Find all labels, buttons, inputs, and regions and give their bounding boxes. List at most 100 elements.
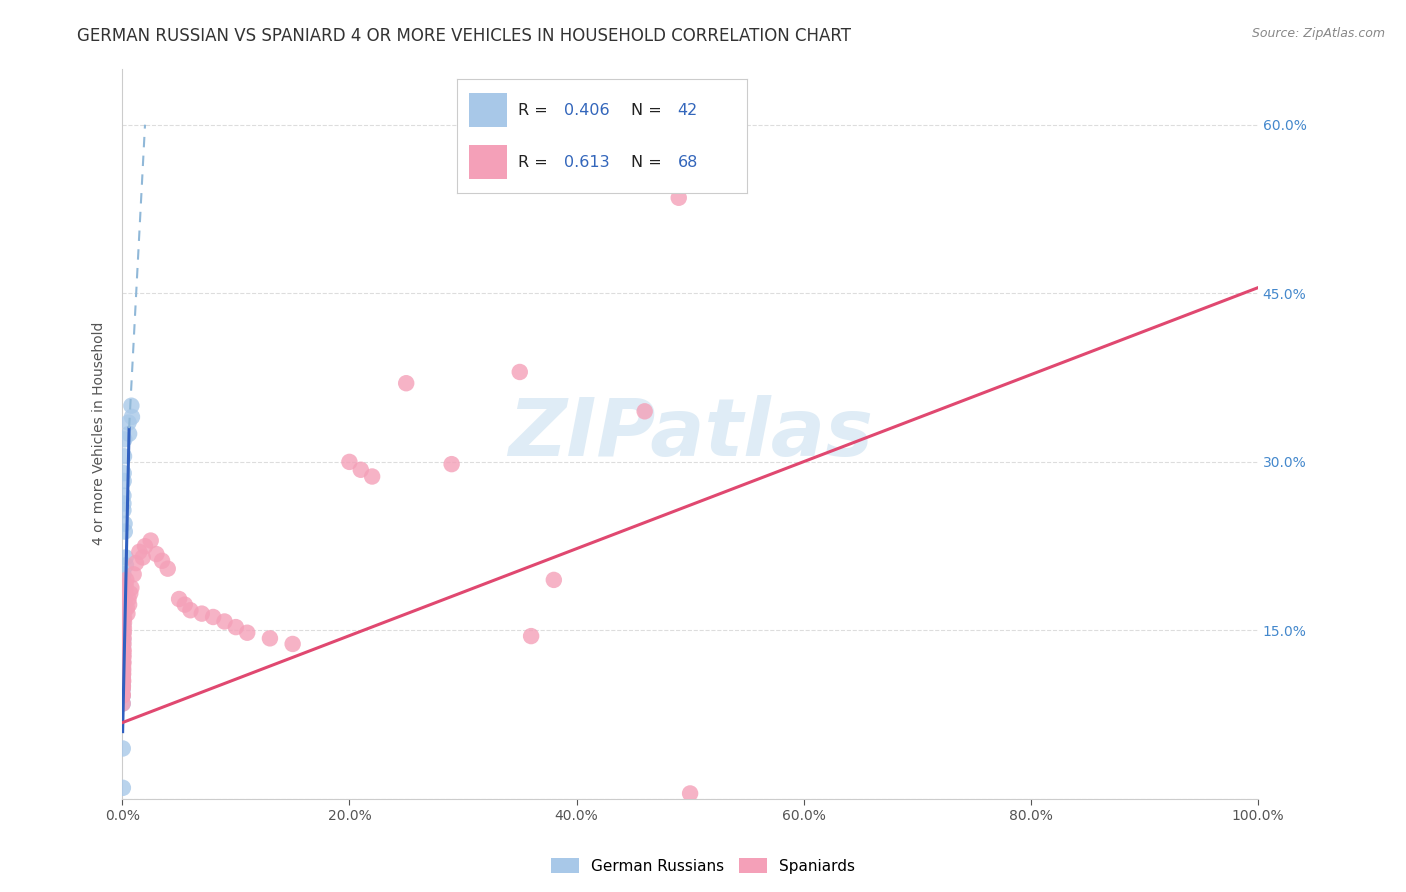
Point (111, 671, 134, 685)
Point (112, 433, 135, 447)
Point (125, 556, 148, 570)
Point (132, 550, 155, 565)
Point (112, 655, 135, 669)
Point (112, 607, 135, 621)
Point (112, 615, 135, 630)
Point (111, 679, 134, 693)
Point (112, 625, 135, 640)
Point (112, 489, 135, 503)
Y-axis label: 4 or more Vehicles in Household: 4 or more Vehicles in Household (93, 322, 107, 546)
Point (111, 697, 134, 711)
Point (350, 463, 373, 477)
Point (112, 632, 135, 646)
Point (114, 598, 136, 612)
Point (173, 598, 195, 612)
Point (112, 637, 135, 651)
Point (114, 516, 136, 531)
Point (112, 573, 135, 587)
Point (111, 680, 134, 694)
Point (112, 612, 135, 626)
Text: ZIPatlas: ZIPatlas (508, 395, 873, 473)
Point (112, 650, 135, 665)
Point (111, 680, 134, 694)
Point (120, 586, 142, 600)
Point (668, 191, 690, 205)
Point (150, 554, 173, 568)
Point (111, 689, 134, 703)
Point (112, 642, 135, 657)
Point (111, 634, 134, 648)
Point (112, 659, 135, 673)
Point (111, 640, 134, 655)
Point (111, 780, 134, 795)
Point (112, 667, 135, 681)
Point (111, 697, 134, 711)
Point (339, 455, 361, 469)
Point (111, 674, 134, 689)
Text: Source: ZipAtlas.com: Source: ZipAtlas.com (1251, 27, 1385, 40)
Point (679, 787, 702, 801)
Point (167, 592, 190, 607)
Point (112, 656, 135, 670)
Point (520, 629, 543, 643)
Point (112, 625, 135, 640)
Point (117, 416, 139, 430)
Point (121, 409, 143, 424)
Point (118, 426, 141, 441)
Point (112, 595, 135, 609)
Point (115, 558, 138, 573)
Point (111, 648, 134, 663)
Point (112, 590, 135, 604)
Point (112, 450, 135, 464)
Point (634, 404, 657, 418)
Point (112, 610, 135, 624)
Point (111, 680, 134, 694)
Legend: German Russians, Spaniards: German Russians, Spaniards (546, 852, 860, 880)
Point (120, 581, 142, 595)
Point (114, 524, 136, 539)
Point (225, 620, 247, 634)
Point (112, 621, 135, 635)
Point (361, 469, 384, 483)
Point (111, 668, 134, 682)
Point (112, 645, 135, 659)
Point (117, 592, 139, 607)
Point (122, 567, 145, 582)
Point (111, 666, 134, 681)
Point (191, 607, 214, 621)
Point (111, 674, 134, 689)
Point (112, 474, 135, 488)
Point (112, 648, 135, 663)
Point (112, 663, 135, 677)
Point (120, 399, 142, 413)
Point (134, 539, 156, 553)
Point (139, 533, 162, 548)
Point (118, 598, 141, 612)
Point (111, 681, 134, 696)
Point (114, 587, 136, 601)
Point (202, 610, 225, 624)
Point (114, 593, 136, 607)
Point (111, 681, 134, 696)
Point (112, 632, 135, 647)
Text: GERMAN RUSSIAN VS SPANIARD 4 OR MORE VEHICLES IN HOUSEHOLD CORRELATION CHART: GERMAN RUSSIAN VS SPANIARD 4 OR MORE VEH… (77, 27, 851, 45)
Point (115, 601, 138, 615)
Point (236, 625, 259, 640)
Point (114, 578, 136, 592)
Point (128, 545, 150, 559)
Point (145, 547, 167, 561)
Point (112, 567, 135, 582)
Point (509, 365, 531, 379)
Point (112, 618, 135, 632)
Point (179, 603, 201, 617)
Point (114, 550, 136, 565)
Point (111, 689, 134, 703)
Point (259, 632, 281, 646)
Point (111, 741, 134, 756)
Point (111, 663, 134, 677)
Point (543, 573, 565, 587)
Point (156, 562, 179, 576)
Point (111, 688, 134, 702)
Point (112, 611, 135, 625)
Point (115, 573, 138, 587)
